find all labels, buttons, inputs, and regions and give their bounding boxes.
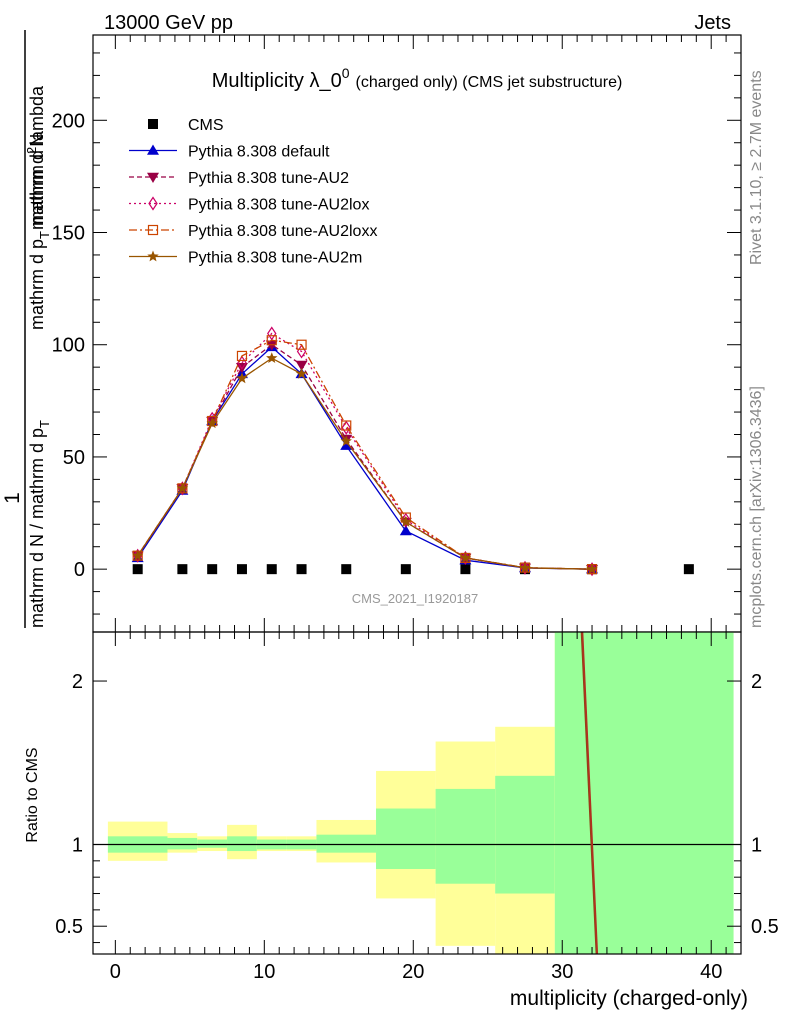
legend-marker <box>147 144 159 155</box>
data-point <box>683 564 694 575</box>
uncertainty-band-green <box>554 632 734 954</box>
data-point <box>586 563 598 574</box>
legend-label: Pythia 8.308 tune-AU2loxx <box>188 223 377 240</box>
x-axis-label: multiplicity (charged-only) <box>510 987 748 1010</box>
data-point <box>236 350 248 362</box>
legend-marker <box>147 224 159 236</box>
series-line <box>137 343 593 570</box>
legend-marker <box>148 119 158 129</box>
data-point <box>296 339 307 350</box>
ratio-series-line <box>581 631 599 955</box>
series-line <box>137 332 593 570</box>
legend-label: Pythia 8.308 tune-AU2 <box>188 170 349 187</box>
data-point <box>236 564 247 575</box>
analysis-tag: CMS_2021_I1920187 <box>352 591 479 606</box>
data-point <box>207 564 218 575</box>
data-point <box>341 420 352 431</box>
data-point <box>236 372 248 384</box>
data-point <box>265 340 278 351</box>
y-label-denominator: mathrm d pT mathrm d lambda <box>27 85 52 330</box>
y-tick-label: 0 <box>74 559 85 581</box>
legend-marker <box>147 250 159 262</box>
x-tick-label: 20 <box>402 961 424 983</box>
data-point <box>341 420 351 435</box>
data-point <box>177 564 188 575</box>
chart-title: Multiplicity λ_00(charged only) (CMS jet… <box>212 65 623 92</box>
ratio-frame <box>92 631 742 955</box>
data-point <box>460 564 471 575</box>
x-tick-label: 0 <box>110 961 121 983</box>
series-1 <box>131 340 599 574</box>
header-left: 13000 GeV pp <box>104 12 233 34</box>
legend-label: Pythia 8.308 tune-AU2lox <box>188 197 369 214</box>
uncertainty-band-green <box>376 808 436 870</box>
legend-marker <box>147 172 159 183</box>
legend-marker <box>148 196 158 211</box>
legend-label: CMS <box>188 117 224 134</box>
series-2 <box>131 340 599 576</box>
y-tick-label: 200 <box>52 110 85 132</box>
ratio-y-tick-label: 2 <box>72 671 83 693</box>
data-point <box>266 335 277 346</box>
y-label-prefactor-denominator: mathrm d N / mathrm d pT <box>27 420 52 628</box>
series-line <box>137 346 593 570</box>
series-3 <box>132 326 597 577</box>
legend-label: Pythia 8.308 default <box>188 144 330 161</box>
data-point <box>399 525 412 536</box>
ratio-y-tick-label-right: 0.5 <box>751 916 779 938</box>
main-plot-area: 0 50 100 150 200 Multiplicity λ_00(charged o… <box>52 34 742 633</box>
data-point <box>295 360 308 371</box>
uncertainty-band-green <box>167 837 198 850</box>
legend-label: Pythia 8.308 tune-AU2m <box>188 250 362 267</box>
ratio-y-tick-label-right: 1 <box>751 834 762 856</box>
y-tick-label: 100 <box>52 335 85 357</box>
header-right: Jets <box>694 12 731 34</box>
data-point <box>340 435 352 447</box>
y-label-numerator: mathrm d2N <box>24 134 47 230</box>
rivet-label: Rivet 3.1.10, ≥ 2.7M events <box>748 70 765 265</box>
data-point <box>266 564 277 575</box>
y-label-prefactor-numerator: 1 <box>1 492 24 504</box>
series-5 <box>132 352 598 574</box>
uncertainty-band-green <box>435 788 496 884</box>
data-point <box>267 326 277 341</box>
data-point <box>132 549 144 561</box>
data-point <box>295 367 308 379</box>
data-point <box>176 482 189 494</box>
data-point <box>519 561 531 573</box>
uncertainty-band-green <box>197 839 228 848</box>
series-line <box>137 339 593 570</box>
series-0 <box>132 564 694 575</box>
main-y-label: 1 mathrm d N / mathrm d pT mathrm d2N ma… <box>1 30 52 628</box>
x-tick-label: 30 <box>551 961 573 983</box>
y-tick-label: 150 <box>52 223 85 245</box>
ratio-plot-area: 0.5 0.51 12 20 10 20 30 40 multiplicity (charge… <box>55 631 779 1010</box>
ratio-y-tick-label: 1 <box>72 834 83 856</box>
x-tick-label: 40 <box>700 961 722 983</box>
uncertainty-band-green <box>316 834 377 853</box>
data-point <box>400 564 411 575</box>
series-line <box>137 357 593 570</box>
uncertainty-band-green <box>495 775 555 894</box>
data-point <box>459 551 472 563</box>
legend: CMS Pythia 8.308 default Pythia 8.308 tune… <box>129 117 377 267</box>
data-point <box>132 564 143 575</box>
series-4 <box>132 335 598 575</box>
data-point <box>296 564 307 575</box>
ratio-y-tick-label: 0.5 <box>55 916 83 938</box>
data-point <box>206 417 218 429</box>
data-point <box>400 516 412 527</box>
x-tick-label: 10 <box>253 961 275 983</box>
ratio-y-tick-label-right: 2 <box>751 671 762 693</box>
data-point <box>341 564 352 575</box>
ratio-y-label: Ratio to CMS <box>24 747 41 842</box>
mcplots-label: mcplots.cern.ch [arXiv:1306.3436] <box>748 386 765 628</box>
uncertainty-band-green <box>227 836 257 852</box>
y-tick-label: 50 <box>63 447 85 469</box>
data-point <box>266 352 278 363</box>
